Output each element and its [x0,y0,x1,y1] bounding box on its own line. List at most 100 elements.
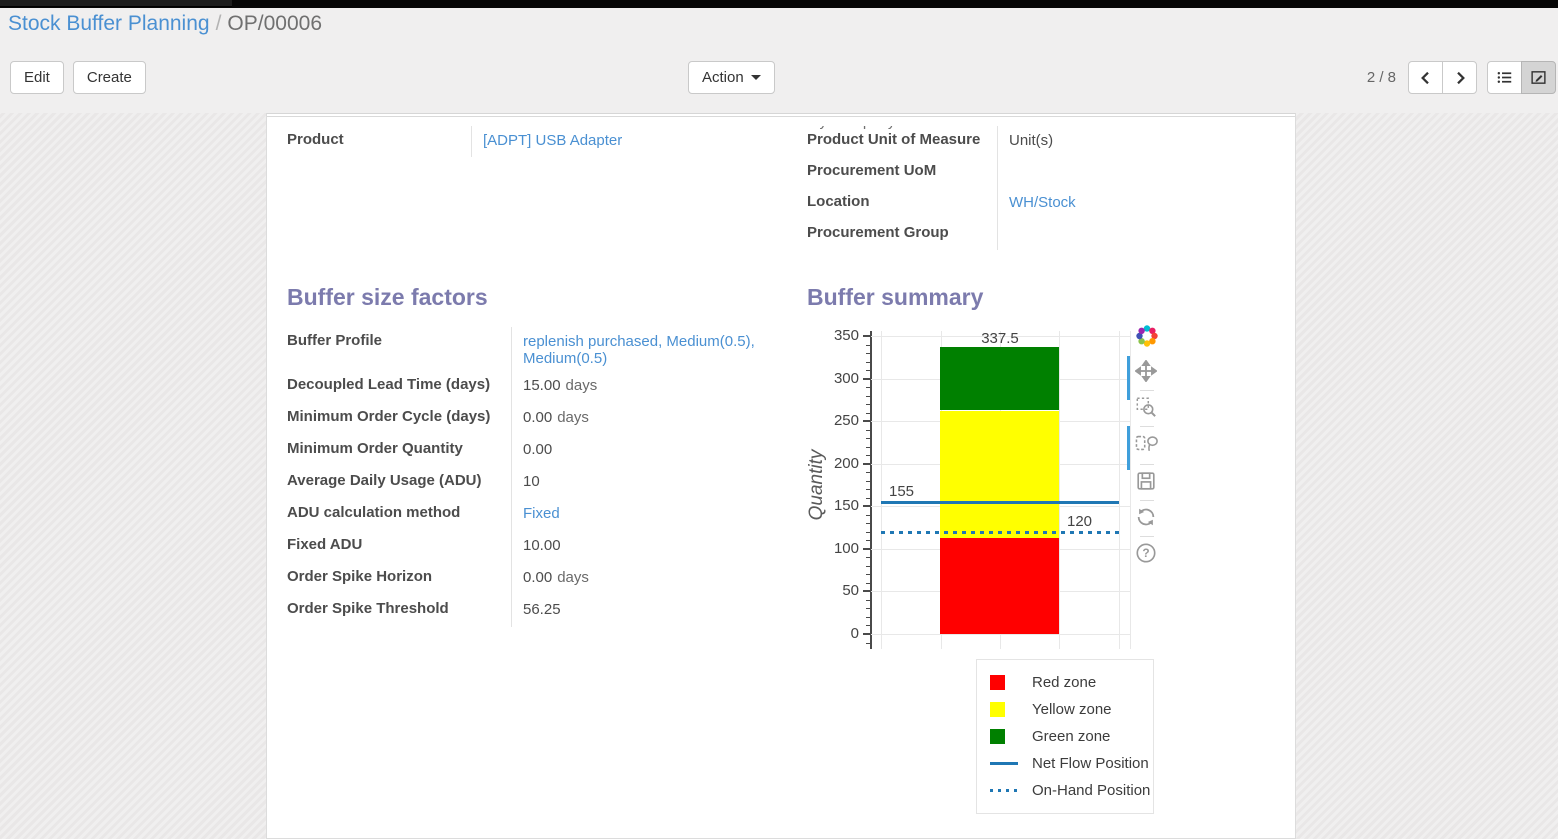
field-value: 0.00 [512,435,792,467]
reference-line-label: 120 [1067,512,1093,530]
modebar-divider [1140,536,1154,537]
general-group-right: Product Unit of Measure Unit(s) Procuremen… [807,126,1287,250]
y-axis-major-tick [863,633,871,635]
y-axis-minor-tick [866,497,871,499]
legend-square-swatch [990,702,1005,717]
y-axis-tick-label: 350 [833,327,859,344]
gridline-h [871,336,1130,337]
breadcrumb-parent-link[interactable]: Stock Buffer Planning [8,12,210,35]
zoom-icon[interactable] [1135,396,1159,420]
buffer-size-factors-title: Buffer size factors [287,284,488,310]
field-value-text: 0.00 [523,569,553,586]
field-value: 0.00 days [512,563,792,595]
field-row: ADU calculation method Fixed [287,499,792,531]
reset-axes-icon[interactable] [1135,506,1159,530]
field-value-suffix: days [557,569,589,586]
field-value-link[interactable]: Fixed [523,505,560,522]
legend-item[interactable]: On-Hand Position [990,777,1153,804]
field-label: Location [807,188,998,219]
gridline-v [881,331,882,649]
y-axis-tick-label: 150 [833,497,859,515]
gridline-v [1059,331,1060,649]
top-menu-bar [0,0,1558,8]
form-sheet: My Company Product [ADPT] USB Adapter Pro… [266,113,1296,839]
y-axis-minor-tick [866,438,871,440]
gridline-v [1118,331,1120,649]
top-menu-segment [0,0,232,7]
pan-icon[interactable] [1134,359,1159,384]
form-view-button[interactable] [1521,61,1556,94]
y-axis-minor-tick [866,531,871,533]
legend-item[interactable]: Red zone [990,669,1153,696]
field-row: Minimum Order Quantity 0.00 [287,435,792,467]
pager-buttons [1408,61,1477,94]
y-axis-tick-label: 250 [833,412,859,430]
action-dropdown-button[interactable]: Action [688,61,775,94]
legend-square-swatch [990,729,1005,744]
legend-dotted-swatch [990,789,1018,792]
view-switcher [1487,61,1556,94]
field-label: Order Spike Horizon [287,563,512,595]
field-value-link[interactable]: [ADPT] USB Adapter [483,132,623,149]
breadcrumb-separator: / [215,12,222,35]
y-axis-minor-tick [866,523,871,525]
field-label: Average Daily Usage (ADU) [287,467,512,499]
field-row: Order Spike Horizon 0.00 days [287,563,792,595]
legend-item[interactable]: Net Flow Position [990,750,1153,777]
field-row: Order Spike Threshold 56.25 [287,595,792,627]
save-icon[interactable] [1135,470,1159,494]
field-label: Order Spike Threshold [287,595,512,627]
edit-button[interactable]: Edit [10,61,64,94]
legend-item[interactable]: Green zone [990,723,1153,750]
field-label: Decoupled Lead Time (days) [287,371,512,403]
y-axis-major-tick [863,462,871,465]
y-axis-minor-tick [866,387,871,389]
buffer-size-factors-section: Buffer size factors Buffer Profile replen… [287,284,792,627]
toolbar-left: Edit Create [10,61,146,94]
y-axis-tick-label: 0 [850,625,859,642]
y-axis-major-tick [863,547,871,550]
list-view-button[interactable] [1487,61,1522,94]
y-axis-minor-tick [866,353,871,355]
create-button[interactable]: Create [72,61,146,94]
help-icon[interactable]: ? [1135,542,1159,566]
legend-label: Red zone [1032,674,1097,691]
field-row: Product Unit of Measure Unit(s) [807,126,1287,157]
buffer-summary-title: Buffer summary [807,284,984,310]
modebar-divider [1140,390,1154,391]
field-value-text: 10 [523,473,540,490]
y-axis-minor-tick [866,361,871,363]
legend-label: Green zone [1032,728,1111,745]
field-label: ADU calculation method [287,499,512,531]
field-value: Unit(s) [998,126,1287,157]
field-value-link[interactable]: WH/Stock [1009,194,1076,211]
legend-item[interactable]: Yellow zone [990,696,1153,723]
y-axis-major-tick [863,505,871,508]
y-axis-minor-tick [866,574,871,576]
field-value-text: 56.25 [523,601,561,618]
field-value-suffix: days [557,409,589,426]
field-value: 56.25 [512,595,792,627]
modebar-divider [1140,500,1154,501]
legend-label: On-Hand Position [1032,782,1151,799]
y-axis-minor-tick [866,489,871,491]
y-axis-minor-tick [866,344,871,346]
field-label: Fixed ADU [287,531,512,563]
field-value: 10.00 [512,531,792,563]
y-axis-tick-label: 300 [833,369,859,387]
box-lasso-select-icon[interactable] [1135,432,1159,456]
pager-next-button[interactable] [1442,61,1477,94]
field-value: WH/Stock [998,188,1287,219]
y-axis-major-tick [863,377,871,380]
plotly-logo-icon[interactable] [1135,324,1159,348]
chart-legend: Red zone Yellow zone Green zone Net Flow Po… [976,659,1154,814]
field-value-link[interactable]: replenish purchased, Medium(0.5), Medium… [523,333,755,367]
toolbar-right: 2 / 8 [1367,61,1556,94]
y-axis-minor-tick [866,642,871,644]
plot-area[interactable]: 050100150200250300350112.5262.5337.51551… [834,327,1131,649]
field-value: replenish purchased, Medium(0.5), Medium… [512,327,792,371]
y-axis-minor-tick [866,429,871,431]
caret-down-icon [750,75,761,80]
red-zone [940,538,1059,634]
pager-previous-button[interactable] [1408,61,1443,94]
